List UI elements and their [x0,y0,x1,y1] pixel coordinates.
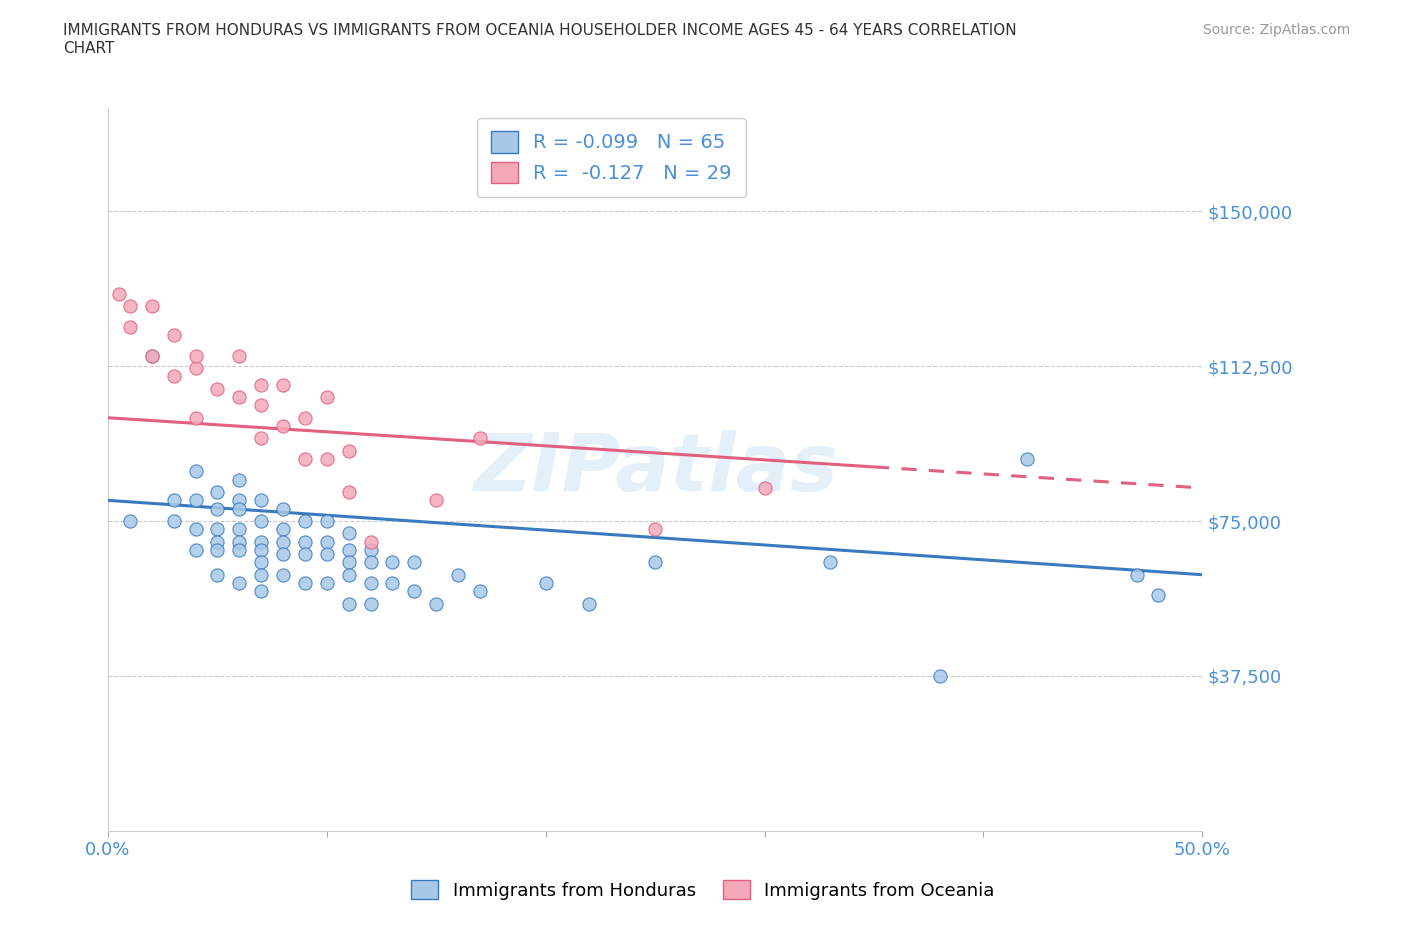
Point [425,596,447,611]
Point [294,452,316,467]
Point [184,464,207,479]
Point [360,596,382,611]
Point [250,398,273,413]
Point [250,378,273,392]
Text: Source: ZipAtlas.com: Source: ZipAtlas.com [1202,23,1350,37]
Point [271,501,294,516]
Point [425,493,447,508]
Text: IMMIGRANTS FROM HONDURAS VS IMMIGRANTS FROM OCEANIA HOUSEHOLDER INCOME AGES 45 -: IMMIGRANTS FROM HONDURAS VS IMMIGRANTS F… [63,23,1017,56]
Point [250,584,273,599]
Point [294,547,316,562]
Point [184,522,207,537]
Point [315,513,337,528]
Point [1125,567,1147,582]
Point [644,522,666,537]
Point [184,410,207,425]
Point [250,493,273,508]
Point [184,542,207,557]
Point [337,555,360,570]
Point [228,501,250,516]
Point [207,542,229,557]
Point [228,390,250,405]
Text: ZIPatlas: ZIPatlas [472,431,838,509]
Point [1017,452,1039,467]
Point [404,555,426,570]
Point [184,361,207,376]
Point [108,286,131,301]
Point [141,349,163,364]
Point [207,381,229,396]
Point [644,555,666,570]
Point [404,584,426,599]
Point [118,299,141,313]
Point [207,501,229,516]
Point [271,522,294,537]
Point [754,481,776,496]
Point [337,444,360,458]
Point [118,513,141,528]
Point [337,567,360,582]
Point [141,349,163,364]
Point [381,576,404,591]
Point [360,542,382,557]
Point [228,349,250,364]
Point [294,576,316,591]
Point [271,378,294,392]
Point [228,576,250,591]
Point [360,576,382,591]
Point [294,513,316,528]
Point [207,485,229,499]
Point [315,534,337,549]
Point [534,576,557,591]
Point [118,320,141,335]
Point [163,327,186,342]
Point [228,522,250,537]
Point [337,526,360,541]
Point [207,534,229,549]
Point [250,555,273,570]
Point [250,513,273,528]
Point [468,584,491,599]
Point [228,472,250,487]
Point [271,534,294,549]
Point [163,493,186,508]
Legend: Immigrants from Honduras, Immigrants from Oceania: Immigrants from Honduras, Immigrants fro… [404,873,1002,907]
Point [1147,588,1170,603]
Point [184,493,207,508]
Point [250,431,273,445]
Point [250,542,273,557]
Point [928,669,950,684]
Point [163,513,186,528]
Point [207,567,229,582]
Point [337,485,360,499]
Point [315,452,337,467]
Point [360,534,382,549]
Point [163,369,186,384]
Point [250,534,273,549]
Point [315,576,337,591]
Point [250,567,273,582]
Legend: R = -0.099   N = 65, R =  -0.127   N = 29: R = -0.099 N = 65, R = -0.127 N = 29 [477,118,745,197]
Point [228,493,250,508]
Point [271,418,294,433]
Point [294,534,316,549]
Point [271,547,294,562]
Point [447,567,470,582]
Point [228,534,250,549]
Point [468,431,491,445]
Point [337,542,360,557]
Point [360,555,382,570]
Point [184,349,207,364]
Point [228,542,250,557]
Point [141,299,163,313]
Point [207,522,229,537]
Point [294,410,316,425]
Point [315,390,337,405]
Point [337,596,360,611]
Point [271,567,294,582]
Point [818,555,841,570]
Point [381,555,404,570]
Point [578,596,600,611]
Point [315,547,337,562]
